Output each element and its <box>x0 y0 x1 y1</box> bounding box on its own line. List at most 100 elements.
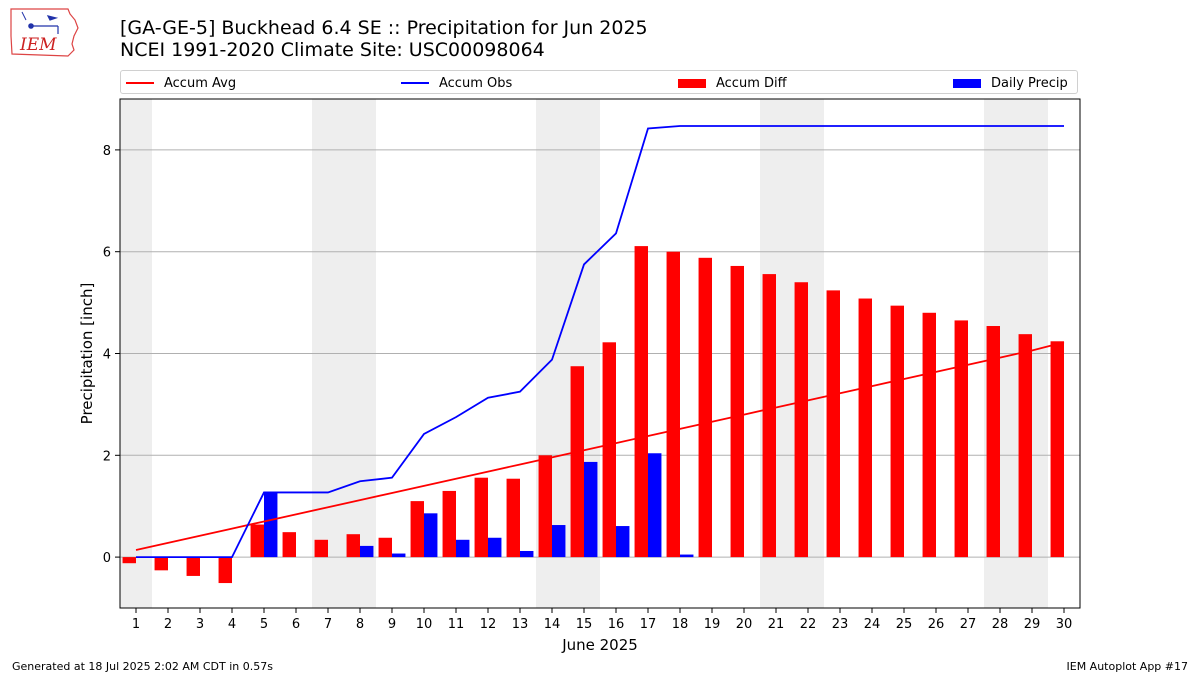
bar-accum-diff-day-1 <box>122 557 136 564</box>
legend-label-accum-diff: Accum Diff <box>716 75 787 91</box>
bar-daily-precip-day-15 <box>584 461 598 558</box>
x-tick-label-22: 22 <box>800 617 817 632</box>
iowa-state-outline <box>10 8 79 57</box>
x-tick-label-8: 8 <box>356 617 364 632</box>
bar-accum-diff-day-5 <box>250 524 264 558</box>
iem-logo: IEM <box>10 8 79 57</box>
x-tick-label-21: 21 <box>768 617 785 632</box>
logo-text: IEM <box>19 35 57 55</box>
bar-accum-diff-day-30 <box>1050 341 1064 558</box>
bar-accum-diff-day-14 <box>538 455 552 558</box>
x-tick-label-5: 5 <box>260 617 268 632</box>
bar-accum-diff-day-16 <box>602 342 616 558</box>
bar-daily-precip-day-9 <box>392 553 406 558</box>
x-tick-label-1: 1 <box>132 617 140 632</box>
footer-generated: Generated at 18 Jul 2025 2:02 AM CDT in … <box>12 660 273 673</box>
bar-accum-diff-day-7 <box>314 539 328 558</box>
legend-swatch-accum-avg <box>126 82 154 84</box>
x-tick-label-15: 15 <box>576 617 593 632</box>
bar-daily-precip-day-5 <box>264 492 278 558</box>
y-tick-label-4: 4 <box>103 348 111 363</box>
x-tick-label-27: 27 <box>960 617 977 632</box>
x-tick-label-4: 4 <box>228 617 236 632</box>
bar-accum-diff-day-6 <box>282 532 296 558</box>
x-tick-label-18: 18 <box>672 617 689 632</box>
bar-accum-diff-day-22 <box>794 282 808 558</box>
y-tick-label-2: 2 <box>103 449 111 464</box>
bar-daily-precip-day-8 <box>360 545 374 558</box>
lines-layer <box>135 125 1065 558</box>
grid-layer <box>120 149 1080 558</box>
weather-station-icon <box>21 11 59 34</box>
x-tick-label-30: 30 <box>1056 617 1073 632</box>
legend-entry-daily-precip: Daily Precip <box>953 73 1068 93</box>
legend-label-daily-precip: Daily Precip <box>991 75 1068 91</box>
x-tick-label-25: 25 <box>896 617 913 632</box>
bar-accum-diff-day-3 <box>186 557 200 576</box>
bar-accum-diff-day-4 <box>218 557 232 584</box>
bar-accum-diff-day-21 <box>762 274 776 558</box>
x-tick-label-13: 13 <box>512 617 529 632</box>
legend-swatch-daily-precip <box>953 78 981 88</box>
bar-daily-precip-day-13 <box>520 550 534 558</box>
x-tick-label-26: 26 <box>928 617 945 632</box>
bar-accum-diff-day-15 <box>570 366 584 558</box>
x-tick-label-6: 6 <box>292 617 300 632</box>
bar-accum-diff-day-9 <box>378 537 392 558</box>
bar-accum-diff-day-12 <box>474 477 488 558</box>
bar-accum-diff-day-19 <box>698 257 712 558</box>
y-tick-label-0: 0 <box>103 551 111 566</box>
bar-daily-precip-day-11 <box>456 539 470 558</box>
x-tick-label-7: 7 <box>324 617 332 632</box>
bar-accum-diff-day-28 <box>986 326 1000 558</box>
chart-title: [GA-GE-5] Buckhead 6.4 SE :: Precipitati… <box>120 17 648 61</box>
legend-swatch-accum-diff <box>678 78 706 88</box>
x-tick-label-19: 19 <box>704 617 721 632</box>
bar-accum-diff-day-10 <box>410 501 424 558</box>
bar-accum-diff-day-18 <box>666 251 680 558</box>
x-tick-label-10: 10 <box>416 617 433 632</box>
bar-daily-precip-day-14 <box>552 525 566 558</box>
bar-accum-diff-day-2 <box>154 557 168 571</box>
bar-daily-precip-day-16 <box>616 526 630 558</box>
bar-accum-diff-day-13 <box>506 478 520 558</box>
legend-label-accum-obs: Accum Obs <box>439 75 513 91</box>
x-tick-label-16: 16 <box>608 617 625 632</box>
y-axis-label: Precipitation [inch] <box>78 283 96 425</box>
x-tick-label-11: 11 <box>448 617 465 632</box>
bar-accum-diff-day-24 <box>858 298 872 558</box>
bar-accum-diff-day-8 <box>346 534 360 558</box>
x-tick-label-12: 12 <box>480 617 497 632</box>
bar-accum-diff-day-27 <box>954 320 968 558</box>
bar-accum-diff-day-26 <box>922 312 936 558</box>
footer-app: IEM Autoplot App #17 <box>1066 660 1189 673</box>
bar-accum-diff-day-17 <box>634 246 648 558</box>
bar-daily-precip-day-10 <box>424 513 438 558</box>
x-axis-label: June 2025 <box>561 636 638 654</box>
legend-entry-accum-diff: Accum Diff <box>678 73 787 93</box>
chart-legend: Accum Avg Accum Obs Accum Diff Daily Pre… <box>120 70 1078 94</box>
x-tick-label-2: 2 <box>164 617 172 632</box>
bar-accum-diff-day-11 <box>442 490 456 558</box>
x-tick-label-29: 29 <box>1024 617 1041 632</box>
bar-accum-diff-day-20 <box>730 265 744 558</box>
legend-entry-accum-avg: Accum Avg <box>126 73 236 93</box>
bar-accum-diff-day-23 <box>826 290 840 558</box>
line-accum-avg <box>135 341 1065 551</box>
x-tick-label-14: 14 <box>544 617 561 632</box>
line-accum-obs <box>136 125 1064 558</box>
bars-layer <box>122 246 1064 584</box>
x-tick-label-17: 17 <box>640 617 657 632</box>
x-tick-label-9: 9 <box>388 617 396 632</box>
x-tick-label-3: 3 <box>196 617 204 632</box>
bar-daily-precip-day-18 <box>680 554 694 558</box>
x-tick-label-23: 23 <box>832 617 849 632</box>
y-tick-label-8: 8 <box>103 144 111 159</box>
bar-daily-precip-day-12 <box>488 537 502 558</box>
legend-label-accum-avg: Accum Avg <box>164 75 237 91</box>
title-line-1: [GA-GE-5] Buckhead 6.4 SE :: Precipitati… <box>120 17 648 39</box>
x-tick-label-28: 28 <box>992 617 1009 632</box>
legend-swatch-accum-obs <box>401 82 429 84</box>
